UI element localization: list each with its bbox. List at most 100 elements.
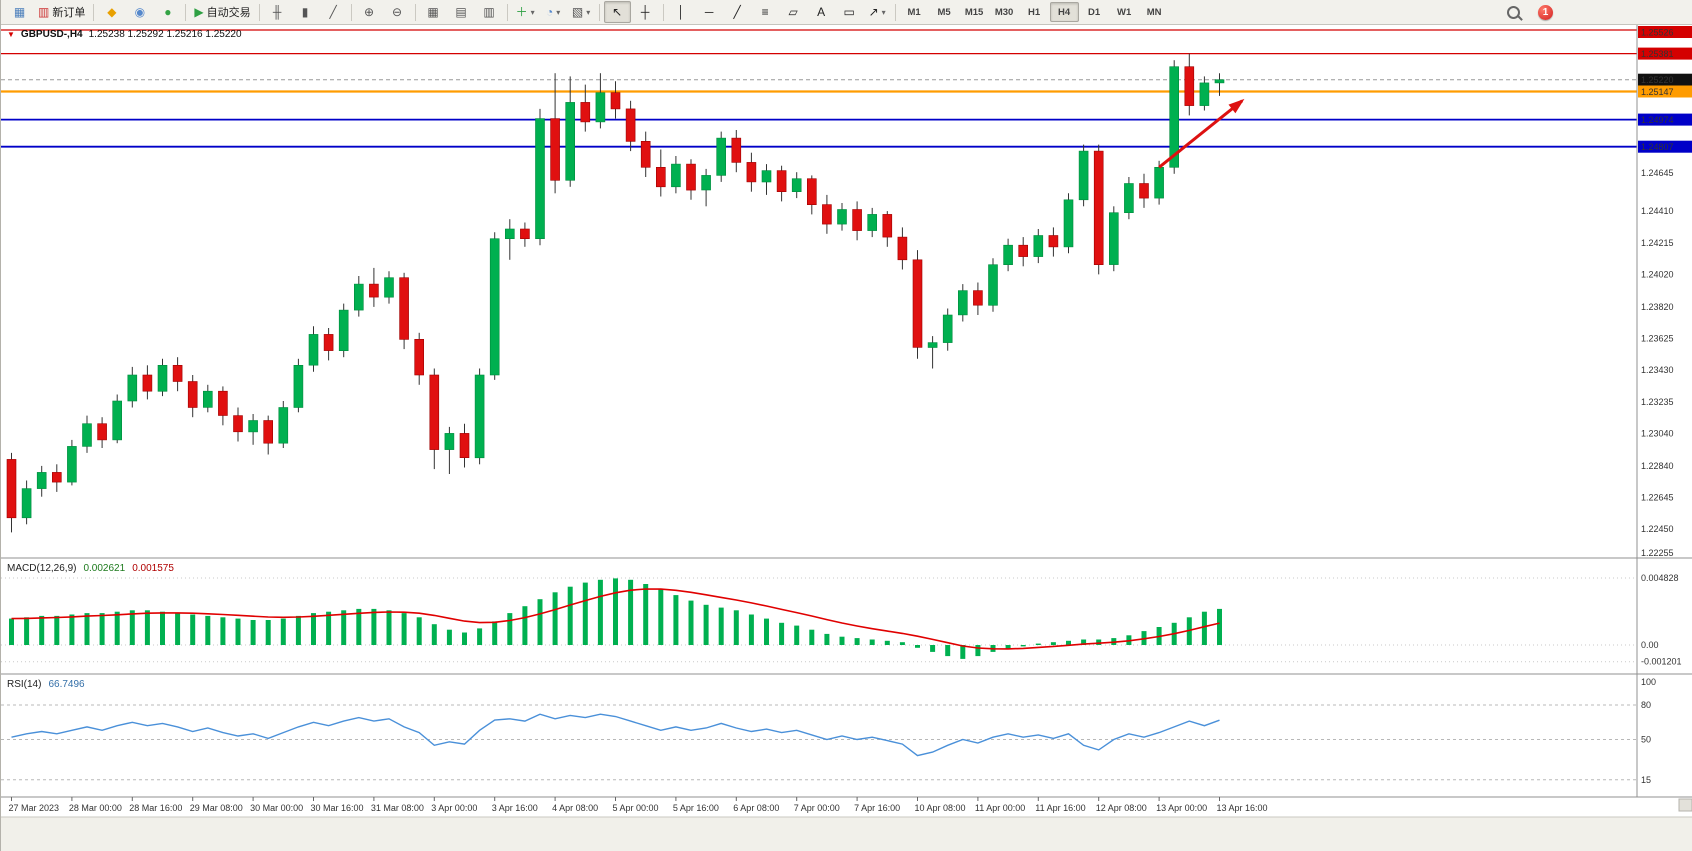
svg-text:100: 100 — [1641, 677, 1656, 687]
candles-icon: ▮ — [301, 5, 309, 19]
macd-signal-value: 0.001575 — [132, 563, 174, 574]
time-axis: 27 Mar 2023 28 Mar 00:00 28 Mar 16:00 29 Ma… — [9, 797, 1268, 813]
line-chart-button[interactable]: ╱ — [320, 1, 347, 23]
macd-title: MACD(12,26,9) 0.002621 0.001575 — [7, 563, 174, 574]
timeframe-m15-button[interactable]: M15 — [964, 6, 984, 18]
svg-text:4 Apr 08:00: 4 Apr 08:00 — [552, 803, 598, 813]
svg-text:1.22840: 1.22840 — [1641, 461, 1674, 471]
toolbar-separator — [598, 3, 600, 21]
timeframe-w1-button[interactable]: W1 — [1116, 6, 1132, 18]
cursor-icon: ↖ — [612, 5, 623, 19]
svg-text:1.25147: 1.25147 — [1641, 87, 1674, 97]
svg-text:50: 50 — [1641, 735, 1651, 745]
zoom-in-button[interactable]: ⊕ — [356, 1, 383, 23]
svg-text:6 Apr 08:00: 6 Apr 08:00 — [733, 803, 779, 813]
price-axis: 1.25526 1.25381 1.25220 1.25147 1.24974 1.248… — [1638, 26, 1692, 558]
svg-text:12 Apr 08:00: 12 Apr 08:00 — [1096, 803, 1147, 813]
chevron-down-icon: ▾ — [556, 7, 561, 17]
tile-windows-button[interactable]: ▦ — [420, 1, 447, 23]
profile-button[interactable]: ◉ — [126, 1, 153, 23]
chart-area[interactable]: 1.25526 1.25381 1.25220 1.25147 1.24974 1.248… — [1, 25, 1692, 851]
candlestick-chart-button[interactable]: ▮ — [292, 1, 319, 23]
chart-header: ▼ GBPUSD-,H4 1.25238 1.25292 1.25216 1.2… — [7, 29, 242, 40]
svg-text:1.22645: 1.22645 — [1641, 493, 1674, 503]
symbol-marker-icon: ▼ — [7, 30, 15, 39]
timeframe-h1-button[interactable]: H1 — [1028, 6, 1041, 18]
svg-text:1.24020: 1.24020 — [1641, 269, 1674, 279]
favorites-icon: ◆ — [107, 5, 117, 19]
rsi-value: 66.7496 — [48, 679, 85, 690]
zoom-in-icon: ⊕ — [364, 5, 375, 19]
toolbar-separator — [894, 3, 896, 21]
symbol-title: GBPUSD-,H4 — [20, 29, 83, 40]
rsi-name: RSI(14) — [7, 679, 42, 690]
zoom-out-button[interactable]: ⊖ — [384, 1, 411, 23]
svg-text:27 Mar 2023: 27 Mar 2023 — [9, 803, 60, 813]
timeframe-mn-button[interactable]: MN — [1146, 6, 1162, 18]
chart-shift-button[interactable]: ▥ — [476, 1, 503, 23]
periods-button[interactable]: ◔ ▾ — [540, 1, 567, 23]
new-order-icon: ▥ — [38, 5, 50, 19]
chevron-down-icon: ▾ — [530, 7, 535, 17]
toolbar-separator — [506, 3, 508, 21]
toolbar: ▦ ▥ 新订单 ◆ ◉ ● ▶ 自动交易 ╫ ▮ ╱ ⊕ ⊖ ▦ ▤ ▥ ＋ ▾ ◔ ▾ ▧ ▾ ↖ ┼ │ ─ ╱ ≡ ▱ A ▭ ↗ ▾ M1… — [1, 0, 1692, 25]
indicator-icon: ＋ — [515, 5, 528, 19]
new-order-button[interactable]: ▥ 新订单 — [34, 1, 89, 23]
profile-icon: ◉ — [134, 5, 146, 19]
template-icon: ▧ — [571, 5, 584, 19]
toolbar-separator — [93, 3, 95, 21]
svg-text:7 Apr 00:00: 7 Apr 00:00 — [794, 803, 840, 813]
timeframe-m30-button[interactable]: M30 — [994, 6, 1014, 18]
rsi-panel: 100 80 50 15 — [1, 677, 1656, 785]
svg-text:1.23430: 1.23430 — [1641, 365, 1674, 375]
svg-text:11 Apr 16:00: 11 Apr 16:00 — [1035, 803, 1085, 813]
templates-button[interactable]: ▧ ▾ — [568, 1, 595, 23]
scrollbar-corner[interactable] — [1678, 798, 1692, 812]
autotrade-button[interactable]: ▶ 自动交易 — [190, 1, 254, 23]
vertical-line-button[interactable]: │ — [668, 1, 695, 23]
svg-text:0.00: 0.00 — [1641, 640, 1659, 650]
search-button[interactable] — [1500, 1, 1527, 23]
svg-text:1.23820: 1.23820 — [1641, 302, 1674, 312]
timeframe-m1-button[interactable]: M1 — [907, 6, 921, 18]
chart-canvas[interactable]: 1.25526 1.25381 1.25220 1.25147 1.24974 1.248… — [1, 25, 1692, 851]
bar-chart-button[interactable]: ╫ — [264, 1, 291, 23]
community-button[interactable]: ● — [154, 1, 181, 23]
trendline-button[interactable]: ╱ — [724, 1, 751, 23]
favorites-button[interactable]: ◆ — [98, 1, 125, 23]
auto-scroll-button[interactable]: ▤ — [448, 1, 475, 23]
play-icon: ▶ — [194, 5, 204, 19]
shift-icon: ▥ — [483, 5, 495, 19]
indicators-button[interactable]: ＋ ▾ — [512, 1, 539, 23]
crosshair-button[interactable]: ┼ — [632, 1, 659, 23]
trend-arrow[interactable] — [1158, 95, 1248, 169]
drawing-tools-button[interactable]: ▱ — [780, 1, 807, 23]
svg-text:0.004828: 0.004828 — [1641, 573, 1679, 583]
svg-text:13 Apr 00:00: 13 Apr 00:00 — [1156, 803, 1207, 813]
fibonacci-button[interactable]: ≡ — [752, 1, 779, 23]
svg-text:1.25381: 1.25381 — [1641, 49, 1674, 59]
ohlc-readout: 1.25238 1.25292 1.25216 1.25220 — [88, 29, 242, 40]
crosshair-icon: ┼ — [640, 5, 650, 19]
svg-text:31 Mar 08:00: 31 Mar 08:00 — [371, 803, 424, 813]
chart-plus-icon: ▦ — [13, 5, 26, 19]
svg-text:1.24645: 1.24645 — [1641, 168, 1674, 178]
horizontal-line-button[interactable]: ─ — [696, 1, 723, 23]
toolbar-separator — [662, 3, 664, 21]
svg-text:-0.001201: -0.001201 — [1641, 657, 1682, 667]
notification-badge[interactable]: 1 — [1538, 4, 1553, 20]
timeframe-d1-button[interactable]: D1 — [1088, 6, 1101, 18]
hline-icon: ─ — [704, 5, 714, 19]
cursor-button[interactable]: ↖ — [603, 1, 631, 23]
timeframe-h4-button[interactable]: H4 — [1049, 2, 1079, 22]
svg-text:1.23235: 1.23235 — [1641, 397, 1674, 407]
text-icon: A — [817, 5, 826, 19]
chevron-down-icon: ▾ — [586, 7, 591, 17]
arrows-button[interactable]: ↗ ▾ — [864, 1, 891, 23]
svg-text:3 Apr 00:00: 3 Apr 00:00 — [431, 803, 477, 813]
text-button[interactable]: A — [808, 1, 835, 23]
timeframe-m5-button[interactable]: M5 — [937, 6, 951, 18]
text-label-button[interactable]: ▭ — [836, 1, 863, 23]
new-chart-button[interactable]: ▦ — [6, 1, 33, 23]
